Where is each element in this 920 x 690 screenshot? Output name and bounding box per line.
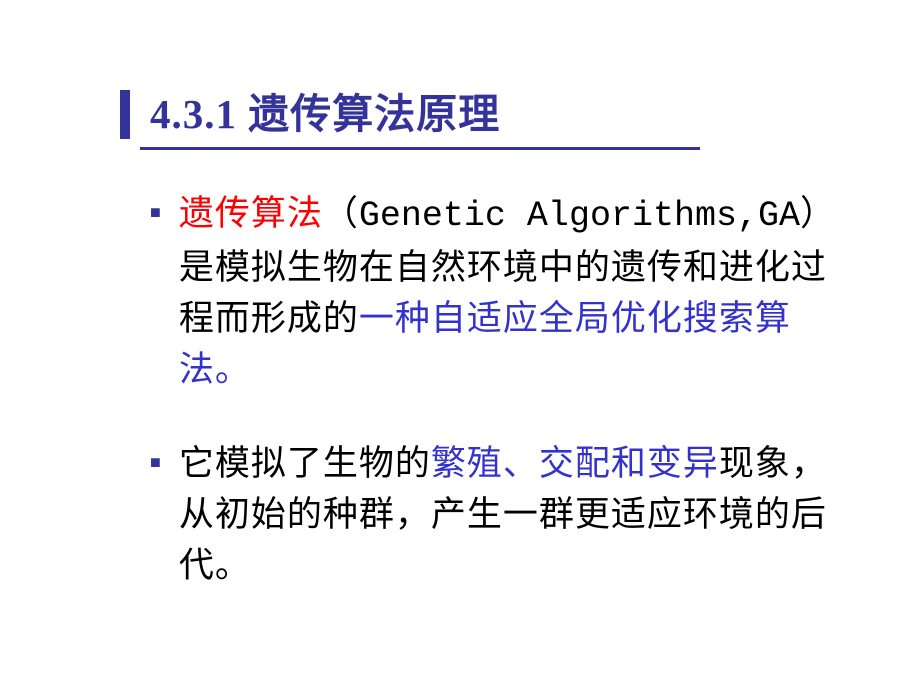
slide-container: 4.3.1 遗传算法原理 ■ 遗传算法（Genetic Algorithms,G… (0, 0, 920, 690)
title-area: 4.3.1 遗传算法原理 (120, 90, 850, 139)
content-area: ■ 遗传算法（Genetic Algorithms,GA）是模拟生物在自然环境中… (150, 188, 830, 591)
text-segment: （ (323, 194, 359, 233)
title-underline (140, 147, 700, 150)
text-segment: 遗传算法 (179, 194, 323, 233)
slide-title: 4.3.1 遗传算法原理 (150, 90, 850, 139)
bullet-marker-icon: ■ (150, 202, 161, 223)
text-segment: 它模拟了生物的 (179, 444, 431, 483)
bullet-text: 它模拟了生物的繁殖、交配和变异现象，从初始的种群，产生一群更适应环境的后代。 (179, 438, 830, 591)
text-segment: 繁殖、交配和变异 (431, 444, 719, 483)
bullet-marker-icon: ■ (150, 452, 161, 473)
bullet-text: 遗传算法（Genetic Algorithms,GA）是模拟生物在自然环境中的遗… (179, 188, 830, 395)
text-segment: Genetic Algorithms,GA (359, 196, 800, 236)
bullet-item: ■ 它模拟了生物的繁殖、交配和变异现象，从初始的种群，产生一群更适应环境的后代。 (150, 438, 830, 591)
bullet-item: ■ 遗传算法（Genetic Algorithms,GA）是模拟生物在自然环境中… (150, 188, 830, 395)
